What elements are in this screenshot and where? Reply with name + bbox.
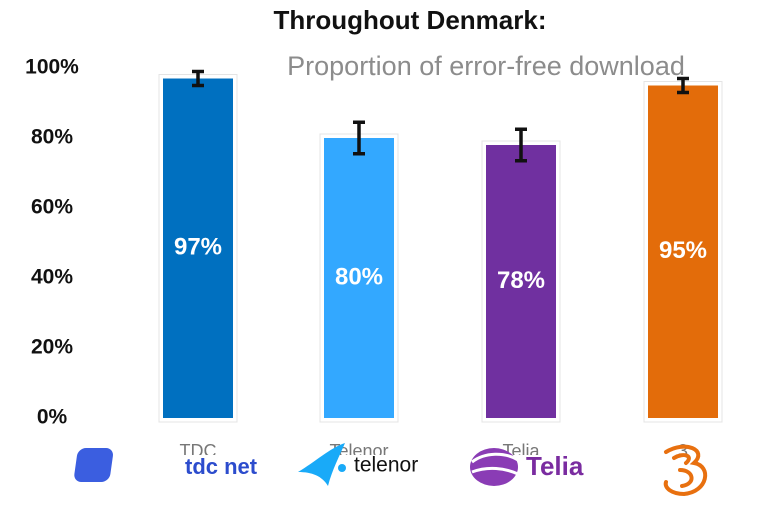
bar xyxy=(486,145,556,418)
logo-text: tdc net xyxy=(185,454,258,479)
data-label: 78% xyxy=(497,267,545,294)
three-logo xyxy=(663,444,708,497)
chart-subtitle: Proportion of error-free download xyxy=(287,51,685,81)
y-tick-label: 100% xyxy=(25,56,79,79)
telia-swirl xyxy=(471,452,519,476)
data-label: 97% xyxy=(174,234,222,261)
y-tick-label: 20% xyxy=(31,336,73,359)
y-tick-label: 0% xyxy=(37,406,68,429)
y-tick-label: 40% xyxy=(31,266,73,289)
error-bar xyxy=(515,127,527,163)
bar xyxy=(163,78,233,418)
chart-title: Throughout Denmark: xyxy=(274,5,547,35)
error-bar xyxy=(677,76,689,95)
bar xyxy=(324,138,394,418)
y-tick-label: 60% xyxy=(31,196,73,219)
data-label: 80% xyxy=(335,263,383,290)
tdc-logo xyxy=(74,448,113,482)
error-bar xyxy=(353,120,365,156)
logo-text: telenor xyxy=(354,454,418,477)
error-bar xyxy=(192,69,204,88)
y-tick-label: 80% xyxy=(31,126,73,149)
data-label: 95% xyxy=(659,237,707,264)
logo-text: Telia xyxy=(526,451,584,481)
telenor-logo xyxy=(298,443,345,486)
telenor-dot xyxy=(338,464,346,472)
bar xyxy=(648,85,718,418)
label-cover xyxy=(0,455,764,506)
x-tick-label: 3 xyxy=(678,441,688,461)
